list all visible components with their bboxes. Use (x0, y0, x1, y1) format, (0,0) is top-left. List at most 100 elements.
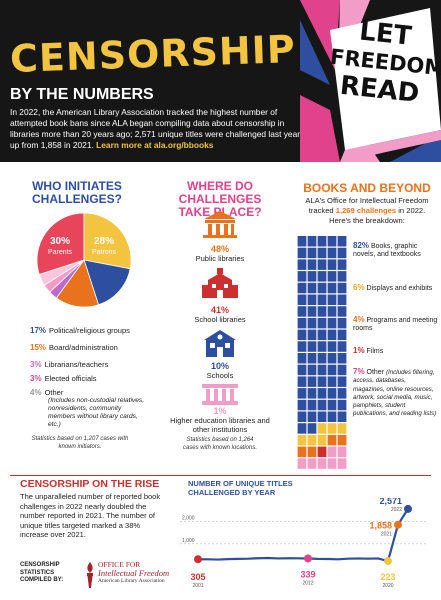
waffle-cell (307, 353, 317, 364)
waffle-cell (307, 247, 317, 259)
year-label-2022: 2022 (391, 507, 402, 513)
place-schools: 10% Schools (150, 361, 290, 380)
books-item-pct: 6% (353, 283, 365, 292)
waffle-cell (317, 236, 327, 247)
year-label-2001: 2001 (192, 583, 203, 589)
waffle-cell (317, 364, 327, 376)
ray-1 (300, 0, 340, 70)
waffle-cell (337, 458, 347, 469)
legend-row-board: 15% Board/administration (30, 343, 118, 352)
waffle-cell (337, 259, 347, 270)
page-subtitle: BY THE NUMBERS (10, 86, 154, 103)
waffle-cell (317, 376, 327, 387)
waffle-cell (297, 399, 307, 411)
waffle-cell (337, 353, 347, 364)
data-label-2001: 305 (190, 572, 205, 582)
place-pct: 1% (213, 406, 227, 416)
waffle-cell (337, 329, 347, 341)
data-point-2021 (394, 520, 402, 529)
waffle-cell (307, 376, 317, 387)
waffle-cell (317, 271, 327, 282)
book-edge (345, 130, 441, 160)
place-pct: 10% (210, 361, 229, 371)
who-stat-note: Statistics based on 1,207 cases with kno… (31, 436, 129, 450)
learn-more-link[interactable]: Learn more at ala.org/bbooks (96, 140, 214, 150)
waffle-cell (307, 399, 317, 411)
year-label-2020: 2020 (382, 583, 393, 589)
who-title: WHO INITIATES CHALLENGES? (18, 180, 136, 206)
rise-title: CENSORSHIP ON THE RISE (20, 478, 160, 490)
waffle-cell (327, 423, 337, 434)
pie-slice-political-religious-groups (83, 259, 131, 306)
waffle-cell (307, 446, 317, 458)
waffle-cell (297, 423, 307, 434)
gridline-label: 2,000 (182, 516, 195, 522)
waffle-cell (327, 458, 337, 469)
waffle-cell (327, 388, 337, 399)
books-other-note: (Includes filtering, access, databases, … (353, 369, 437, 418)
books-item-programs: 4% Programs and meeting rooms (353, 315, 439, 334)
waffle-cell (327, 271, 337, 282)
waffle-cell (307, 341, 317, 352)
place-label: Public libraries (195, 254, 245, 263)
books-intro-b: in 2022. Here's the breakdown: (329, 206, 426, 225)
ofc-logo: OFFICE FOR Intellectual Freedom American… (98, 561, 169, 585)
waffle-cell (327, 341, 337, 352)
waffle-cell (327, 329, 337, 341)
legend-row-librarians: 3% Librarians/teachers (30, 360, 108, 369)
books-intro-highlight: 1,269 challenges (335, 206, 397, 215)
waffle-cell (337, 317, 347, 329)
gridline-label: 1,000 (182, 538, 195, 544)
waffle-cell (297, 446, 307, 458)
waffle-cell (337, 446, 347, 458)
legend-pct: 3% (30, 360, 42, 369)
waffle-cell (337, 247, 347, 259)
waffle-cell (307, 329, 317, 341)
public-library-icon (203, 211, 237, 238)
books-intro-a: ALA's Office for Intellectual Freedom tr… (305, 196, 429, 215)
ofc-line2: Intellectual Freedom (98, 568, 170, 578)
data-point-2020 (384, 557, 392, 566)
waffle-cell (307, 423, 317, 434)
initiators-pie-chart (36, 212, 132, 308)
waffle-cell (327, 399, 337, 411)
waffle-cell (317, 306, 327, 317)
intro-body: In 2022, the American Library Associatio… (10, 107, 302, 150)
compiled-by: CENSORSHIP STATISTICS COMPILED BY: (20, 562, 63, 585)
section-divider (10, 475, 431, 476)
chart-title: NUMBER OF UNIQUE TITLES CHALLENGED BY YE… (188, 479, 293, 497)
legend-label: Librarians/teachers (44, 360, 109, 369)
waffle-cell (317, 388, 327, 399)
waffle-cell (337, 423, 347, 434)
waffle-cell (327, 247, 337, 259)
waffle-cell (297, 247, 307, 259)
legend-pct: 4% (30, 388, 42, 397)
place-label: Schools (206, 371, 234, 380)
legend-row-other: 4% Other (30, 388, 63, 397)
other-note: (Includes non-custodial relatives, nonre… (48, 397, 145, 428)
waffle-cell (307, 294, 317, 305)
waffle-cell (297, 341, 307, 352)
waffle-cell (297, 434, 307, 446)
pie-slice-other (38, 259, 85, 286)
waffle-cell (327, 364, 337, 376)
waffle-cell (317, 294, 327, 305)
legend-label: Board/administration (49, 343, 118, 352)
waffle-cell (297, 458, 307, 469)
parents-pct: 30% (49, 236, 70, 247)
waffle-cell (337, 399, 347, 411)
waffle-cell (297, 236, 307, 247)
compiled-line1: CENSORSHIP (20, 562, 60, 568)
waffle-cell (317, 458, 327, 469)
higher-education-icon (202, 384, 238, 405)
books-title: BOOKS AND BEYOND (303, 181, 431, 195)
challenges-waffle-chart (297, 236, 347, 469)
books-item-label: Books, graphic novels, and textbooks (353, 243, 421, 259)
books-item-label: Other (366, 369, 385, 376)
waffle-cell (337, 388, 347, 399)
waffle-cell (317, 247, 327, 259)
legend-label: Elected officials (44, 374, 97, 383)
waffle-cell (327, 306, 337, 317)
waffle-cell (297, 282, 307, 294)
